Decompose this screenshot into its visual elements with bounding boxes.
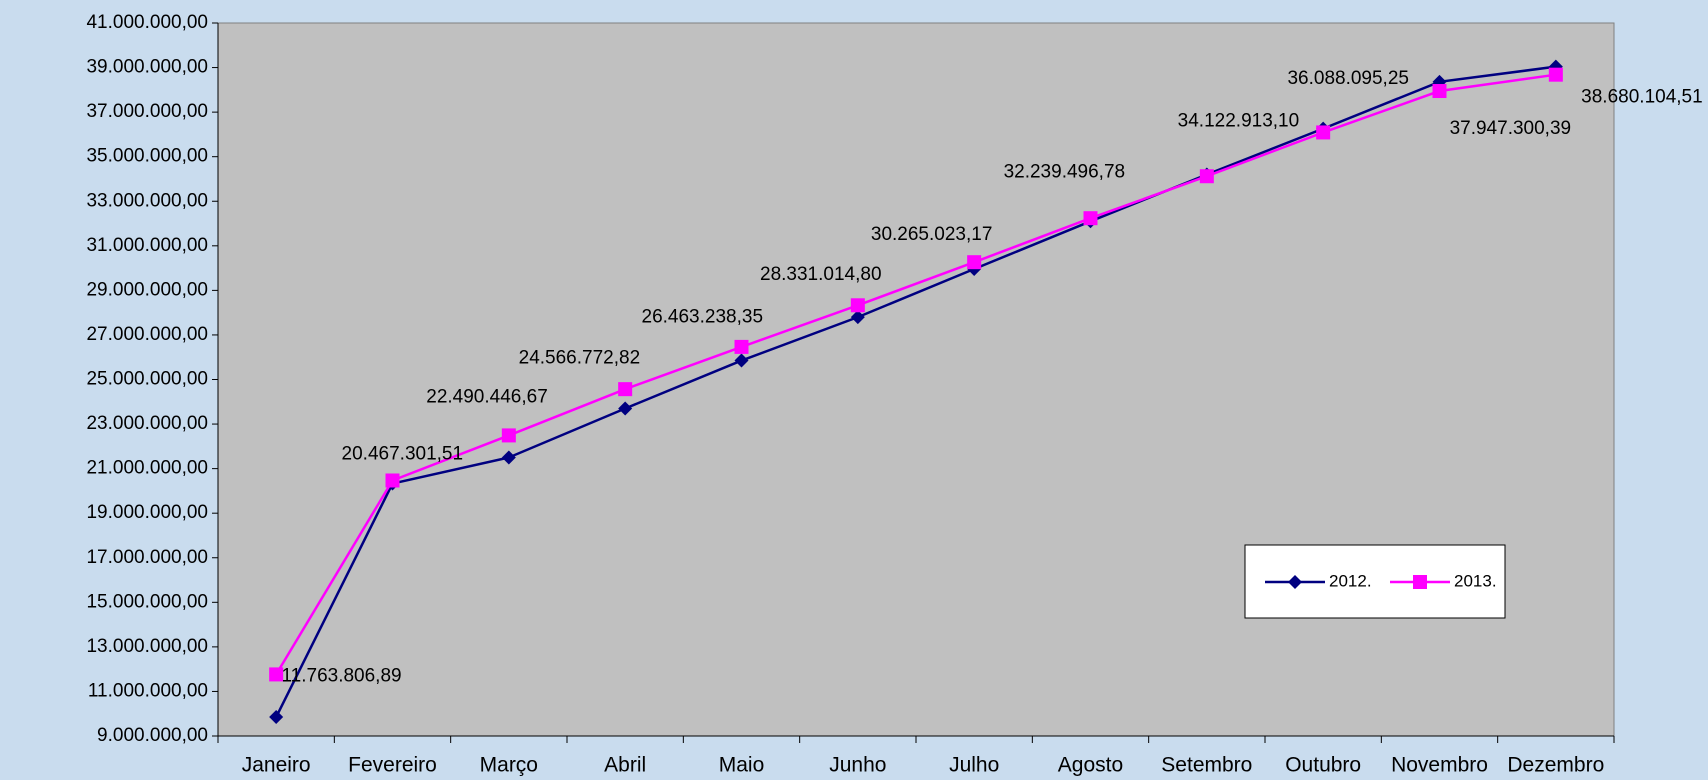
legend-marker bbox=[1413, 575, 1427, 589]
data-point bbox=[734, 339, 749, 354]
y-tick-label: 37.000.000,00 bbox=[86, 101, 208, 122]
data-point bbox=[269, 710, 284, 725]
y-tick-label: 35.000.000,00 bbox=[86, 146, 208, 167]
y-tick-label: 11.000.000,00 bbox=[88, 680, 208, 701]
x-tick-label: Dezembro bbox=[1507, 754, 1604, 777]
data-label: 38.680.104,51 bbox=[1581, 87, 1703, 108]
x-tick-label: Janeiro bbox=[242, 754, 311, 777]
y-tick-label: 25.000.000,00 bbox=[86, 369, 208, 390]
x-tick-label: Junho bbox=[829, 754, 886, 777]
y-tick-label: 31.000.000,00 bbox=[86, 235, 208, 256]
data-label: 37.947.300,39 bbox=[1450, 118, 1572, 139]
y-tick-label: 19.000.000,00 bbox=[86, 502, 208, 523]
x-tick-label: Agosto bbox=[1058, 754, 1123, 777]
y-tick-label: 29.000.000,00 bbox=[86, 279, 208, 300]
y-tick-label: 41.000.000,00 bbox=[86, 12, 208, 33]
x-tick-label: Maio bbox=[719, 754, 765, 777]
series-line bbox=[275, 73, 1557, 676]
data-label: 30.265.023,17 bbox=[871, 224, 993, 245]
y-tick-label: 13.000.000,00 bbox=[86, 636, 208, 657]
data-point bbox=[1199, 169, 1214, 184]
y-tick-label: 33.000.000,00 bbox=[86, 190, 208, 211]
x-tick-label: Setembro bbox=[1161, 754, 1252, 777]
data-point bbox=[1316, 125, 1331, 140]
data-point bbox=[1083, 211, 1098, 226]
data-label: 28.331.014,80 bbox=[760, 264, 882, 285]
data-label: 22.490.446,67 bbox=[426, 386, 548, 407]
data-label: 34.122.913,10 bbox=[1178, 111, 1300, 132]
data-point bbox=[967, 255, 982, 270]
data-point bbox=[1548, 67, 1563, 82]
data-label: 26.463.238,35 bbox=[642, 306, 764, 327]
x-tick-label: Novembro bbox=[1391, 754, 1488, 777]
data-point bbox=[501, 450, 516, 465]
y-tick-label: 15.000.000,00 bbox=[86, 591, 208, 612]
x-tick-label: Março bbox=[480, 754, 538, 777]
data-label: 24.566.772,82 bbox=[519, 348, 641, 369]
y-tick-label: 39.000.000,00 bbox=[86, 57, 208, 78]
data-point bbox=[1432, 84, 1447, 99]
data-point bbox=[850, 310, 865, 325]
y-tick-label: 27.000.000,00 bbox=[86, 324, 208, 345]
y-tick-label: 23.000.000,00 bbox=[86, 413, 208, 434]
data-point bbox=[269, 667, 284, 682]
series-line bbox=[275, 65, 1556, 718]
data-label: 32.239.496,78 bbox=[1004, 161, 1126, 182]
data-point bbox=[618, 382, 633, 397]
x-tick-label: Abril bbox=[604, 754, 646, 777]
legend-label: 2013. bbox=[1454, 571, 1497, 590]
data-label: 36.088.095,25 bbox=[1287, 68, 1409, 89]
data-point bbox=[501, 428, 516, 443]
y-tick-label: 21.000.000,00 bbox=[86, 458, 208, 479]
plot-area bbox=[217, 22, 1615, 737]
x-tick-label: Outubro bbox=[1285, 754, 1361, 777]
x-tick-label: Fevereiro bbox=[348, 754, 437, 777]
data-label: 20.467.301,51 bbox=[342, 443, 464, 464]
legend-marker bbox=[1288, 575, 1302, 589]
data-point bbox=[734, 353, 749, 368]
x-tick-label: Julho bbox=[949, 754, 999, 777]
y-tick-label: 17.000.000,00 bbox=[86, 547, 208, 568]
data-point bbox=[850, 298, 865, 313]
data-point bbox=[618, 401, 633, 416]
y-tick-label: 9.000.000,00 bbox=[97, 725, 208, 746]
data-point bbox=[385, 473, 400, 488]
legend-label: 2012. bbox=[1329, 571, 1372, 590]
data-label: 11.763.806,89 bbox=[282, 666, 402, 687]
